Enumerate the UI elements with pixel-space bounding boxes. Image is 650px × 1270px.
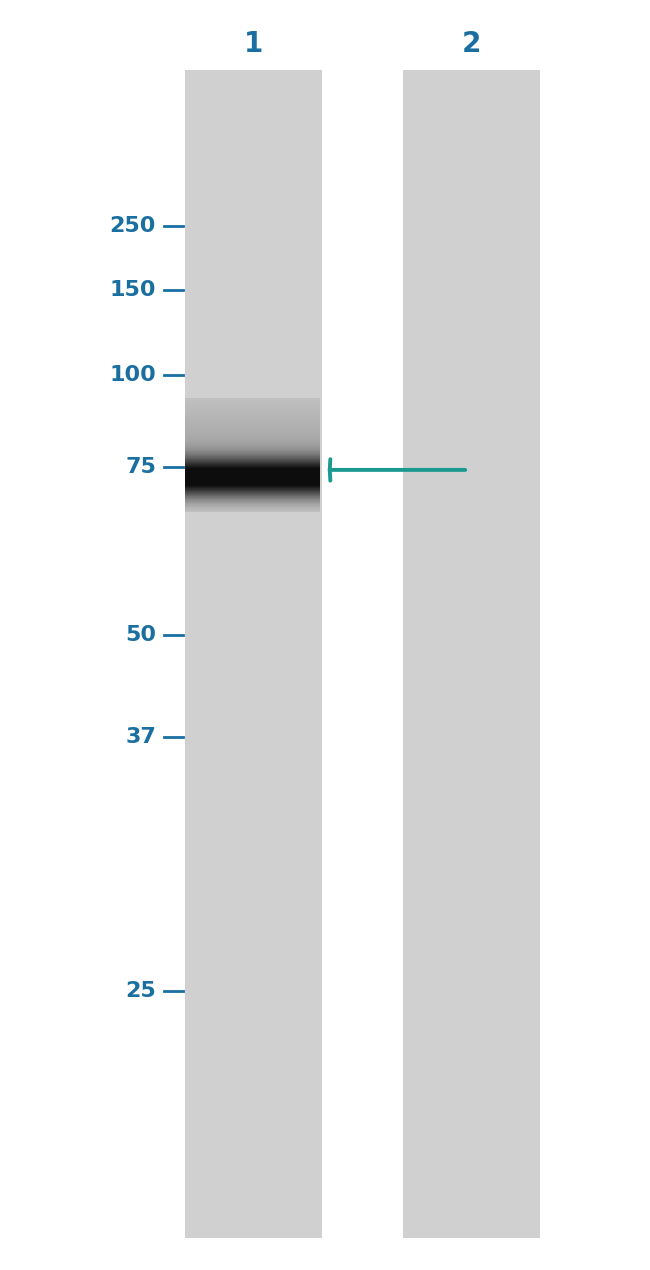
Bar <box>185 70 322 1238</box>
Text: 150: 150 <box>109 279 156 300</box>
Text: 37: 37 <box>125 726 156 747</box>
Text: 1: 1 <box>244 30 263 58</box>
Text: 2: 2 <box>462 30 481 58</box>
Text: 25: 25 <box>125 980 156 1001</box>
Text: 75: 75 <box>125 457 156 478</box>
Text: 100: 100 <box>109 364 156 385</box>
Text: 50: 50 <box>125 625 156 645</box>
Text: 250: 250 <box>110 216 156 236</box>
Bar <box>403 70 540 1238</box>
